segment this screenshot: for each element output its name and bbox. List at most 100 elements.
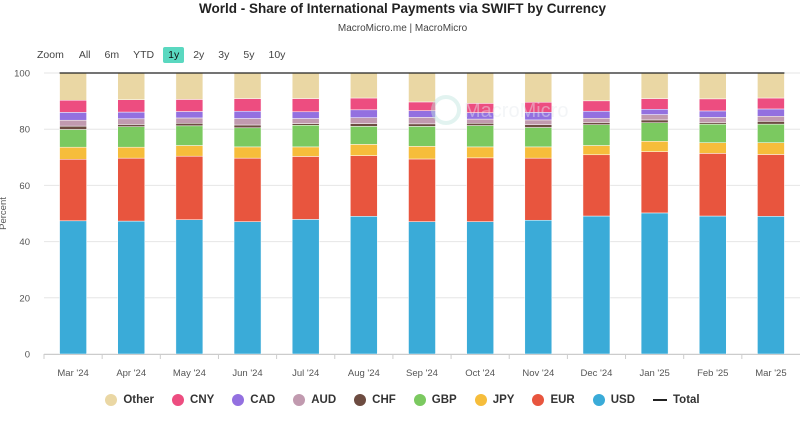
bar-segment-chf[interactable] (350, 123, 378, 127)
bar-segment-chf[interactable] (640, 119, 669, 123)
bar-segment-other[interactable] (524, 72, 553, 103)
bar-segment-chf[interactable] (233, 124, 262, 129)
legend-item-aud[interactable]: AUD (293, 394, 336, 406)
bar-segment-cad[interactable] (640, 108, 669, 115)
bar-segment-other[interactable] (175, 72, 204, 100)
bar-segment-eur[interactable] (408, 158, 436, 222)
bar-segment-other[interactable] (640, 72, 669, 99)
bar-segment-usd[interactable] (466, 221, 494, 355)
bar-segment-aud[interactable] (59, 119, 87, 127)
bar-segment-cad[interactable] (582, 110, 611, 119)
zoom-button-10y[interactable]: 10y (268, 49, 286, 61)
bar-segment-chf[interactable] (59, 125, 87, 130)
bar-series[interactable] (59, 72, 785, 355)
bar-segment-gbp[interactable] (175, 125, 204, 146)
bar-segment-usd[interactable] (117, 220, 145, 355)
bar-segment-eur[interactable] (582, 154, 611, 217)
bar-segment-gbp[interactable] (640, 122, 669, 142)
bar-segment-chf[interactable] (757, 121, 785, 125)
bar-segment-gbp[interactable] (117, 126, 145, 148)
bar-segment-jpy[interactable] (408, 146, 436, 160)
bar-segment-cad[interactable] (59, 112, 87, 121)
bar-segment-jpy[interactable] (582, 145, 611, 156)
bar-segment-aud[interactable] (291, 118, 320, 124)
bar-segment-gbp[interactable] (59, 129, 87, 148)
legend-item-cad[interactable]: CAD (232, 394, 275, 406)
bar-segment-usd[interactable] (59, 220, 87, 355)
bar-segment-gbp[interactable] (757, 123, 785, 143)
bar-segment-aud[interactable] (350, 117, 378, 124)
bar-segment-other[interactable] (466, 72, 494, 104)
bar-segment-other[interactable] (582, 72, 611, 102)
bar-segment-jpy[interactable] (117, 146, 145, 159)
bar-segment-gbp[interactable] (233, 127, 262, 148)
bar-segment-eur[interactable] (524, 157, 553, 221)
bar-segment-eur[interactable] (59, 159, 87, 222)
bar-segment-chf[interactable] (175, 123, 204, 127)
bar-segment-cad[interactable] (117, 111, 145, 120)
bar-segment-usd[interactable] (757, 216, 785, 355)
bar-segment-usd[interactable] (640, 212, 669, 355)
bar-segment-jpy[interactable] (757, 142, 785, 155)
bar-segment-usd[interactable] (408, 221, 436, 355)
bar-segment-aud[interactable] (757, 116, 785, 122)
bar-segment-cny[interactable] (350, 97, 378, 111)
bar-segment-cny[interactable] (582, 100, 611, 112)
bar-segment-cad[interactable] (699, 110, 727, 118)
zoom-button-all[interactable]: All (78, 49, 91, 61)
legend-item-gbp[interactable]: GBP (413, 394, 457, 406)
bar-segment-other[interactable] (291, 72, 320, 99)
bar-segment-cny[interactable] (117, 99, 145, 113)
bar-segment-cny[interactable] (757, 97, 785, 110)
bar-segment-eur[interactable] (640, 151, 669, 214)
bar-segment-chf[interactable] (524, 124, 553, 128)
zoom-button-2y[interactable]: 2y (193, 49, 205, 61)
legend-item-total[interactable]: Total (653, 394, 700, 406)
bar-segment-gbp[interactable] (582, 124, 611, 146)
bar-segment-chf[interactable] (408, 123, 436, 127)
bar-segment-aud[interactable] (175, 117, 204, 124)
bar-segment-gbp[interactable] (291, 125, 320, 148)
bar-segment-jpy[interactable] (699, 142, 727, 154)
bar-segment-eur[interactable] (466, 157, 494, 222)
bar-segment-eur[interactable] (757, 154, 785, 217)
bar-segment-eur[interactable] (350, 155, 378, 217)
bar-segment-usd[interactable] (699, 215, 727, 355)
bar-segment-usd[interactable] (175, 219, 204, 355)
bar-segment-jpy[interactable] (233, 146, 262, 159)
bar-segment-jpy[interactable] (524, 146, 553, 159)
bar-segment-usd[interactable] (524, 219, 553, 355)
bar-segment-cad[interactable] (175, 111, 204, 119)
bar-segment-gbp[interactable] (350, 126, 378, 145)
legend-item-other[interactable]: Other (105, 394, 154, 406)
bar-segment-eur[interactable] (233, 157, 262, 222)
bar-segment-jpy[interactable] (59, 146, 87, 160)
legend-item-usd[interactable]: USD (592, 394, 635, 406)
bar-segment-gbp[interactable] (466, 125, 494, 148)
bar-segment-cny[interactable] (699, 98, 727, 112)
bar-segment-other[interactable] (408, 72, 436, 103)
bar-segment-other[interactable] (350, 72, 378, 99)
bar-segment-other[interactable] (233, 72, 262, 99)
bar-segment-usd[interactable] (233, 221, 262, 355)
bar-segment-jpy[interactable] (175, 145, 204, 157)
legend-item-eur[interactable]: EUR (532, 394, 575, 406)
bar-segment-cny[interactable] (175, 99, 204, 112)
bar-segment-usd[interactable] (582, 215, 611, 355)
bar-segment-cad[interactable] (757, 108, 785, 117)
bar-segment-cny[interactable] (291, 98, 320, 113)
bar-segment-cny[interactable] (59, 100, 87, 113)
bar-segment-gbp[interactable] (699, 123, 727, 143)
bar-segment-chf[interactable] (291, 123, 320, 126)
bar-segment-aud[interactable] (408, 117, 436, 125)
zoom-button-ytd[interactable]: YTD (133, 49, 155, 61)
bar-segment-usd[interactable] (291, 219, 320, 355)
bar-segment-aud[interactable] (699, 117, 727, 123)
bar-segment-jpy[interactable] (291, 146, 320, 157)
bar-segment-eur[interactable] (699, 153, 727, 217)
bar-segment-cad[interactable] (291, 111, 320, 119)
zoom-button-3y[interactable]: 3y (218, 49, 230, 61)
bar-segment-other[interactable] (699, 72, 727, 100)
bar-segment-eur[interactable] (117, 157, 145, 222)
legend-item-jpy[interactable]: JPY (474, 394, 514, 406)
